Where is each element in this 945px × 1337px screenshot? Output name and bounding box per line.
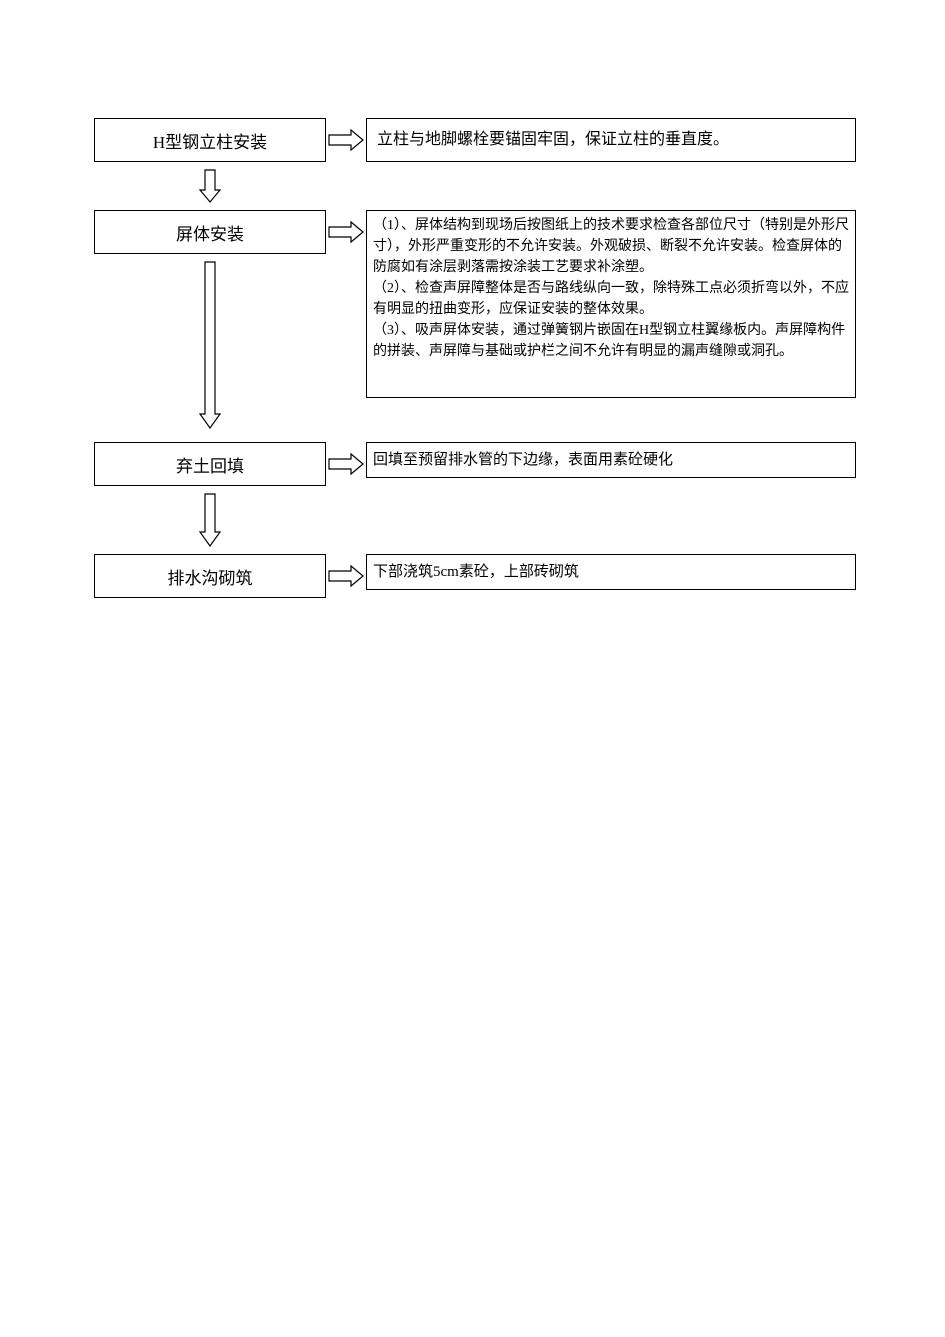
step-label-3: 弃土回填: [176, 452, 244, 477]
desc-text-2: （1）、屏体结构到现场后按图纸上的技术要求检查各部位尺寸（特别是外形尺寸），外形…: [373, 215, 849, 362]
desc-box-2: （1）、屏体结构到现场后按图纸上的技术要求检查各部位尺寸（特别是外形尺寸），外形…: [366, 210, 856, 398]
h-arrow-3: [326, 442, 366, 486]
desc-text-4: 下部浇筑5cm素砼，上部砖砌筑: [373, 561, 579, 584]
desc-box-1: 立柱与地脚螺栓要锚固牢固，保证立柱的垂直度。: [366, 118, 856, 162]
flowchart-container: H型钢立柱安装 立柱与地脚螺栓要锚固牢固，保证立柱的垂直度。 屏体安装: [94, 118, 864, 598]
step-box-4: 排水沟砌筑: [94, 554, 326, 598]
flow-row-1: H型钢立柱安装 立柱与地脚螺栓要锚固牢固，保证立柱的垂直度。: [94, 118, 864, 162]
h-arrow-4: [326, 554, 366, 598]
desc-text-3: 回填至预留排水管的下边缘，表面用素砼硬化: [373, 449, 673, 472]
v-arrow-2: [94, 254, 326, 436]
flow-row-4: 排水沟砌筑 下部浇筑5cm素砼，上部砖砌筑: [94, 554, 864, 598]
step-box-2: 屏体安装: [94, 210, 326, 254]
desc-box-3: 回填至预留排水管的下边缘，表面用素砼硬化: [366, 442, 856, 478]
flow-row-2: 屏体安装 （1）、屏体结构到现场后按图纸上的技术要求检查各部位尺寸（特别是外形尺…: [94, 210, 864, 436]
desc-text-1: 立柱与地脚螺栓要锚固牢固，保证立柱的垂直度。: [377, 128, 729, 152]
flow-row-3: 弃土回填 回填至预留排水管的下边缘，表面用素砼硬化: [94, 442, 864, 486]
h-arrow-1: [326, 118, 366, 162]
v-arrow-3: [94, 486, 326, 554]
v-arrow-1: [94, 162, 326, 210]
step-box-1: H型钢立柱安装: [94, 118, 326, 162]
step-box-3: 弃土回填: [94, 442, 326, 486]
h-arrow-2: [326, 210, 366, 254]
step-label-1: H型钢立柱安装: [153, 128, 267, 153]
step-label-2: 屏体安装: [176, 220, 244, 245]
desc-box-4: 下部浇筑5cm素砼，上部砖砌筑: [366, 554, 856, 590]
step-label-4: 排水沟砌筑: [168, 564, 253, 589]
